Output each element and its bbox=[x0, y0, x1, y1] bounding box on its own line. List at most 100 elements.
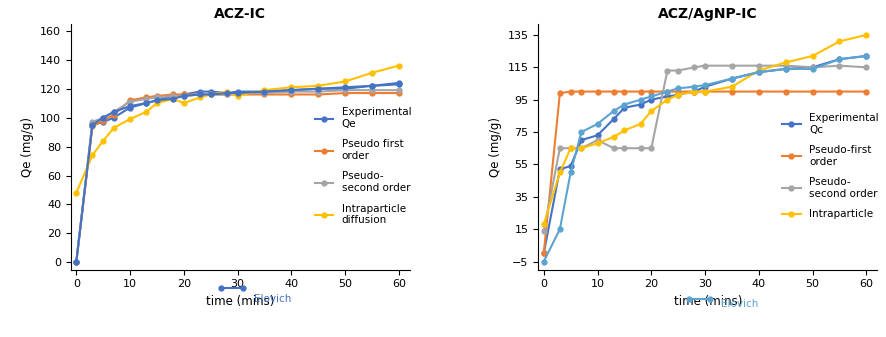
Elovich bbox=[393, 82, 404, 86]
Experimental
Qc bbox=[662, 94, 672, 98]
Pseudo-
second order bbox=[635, 146, 646, 150]
Line: Experimental
Qc: Experimental Qc bbox=[541, 54, 869, 256]
Intraparticle bbox=[753, 68, 764, 72]
Pseudo-
second order bbox=[539, 229, 549, 233]
Elovich bbox=[539, 259, 549, 264]
Pseudo-
second order bbox=[87, 120, 97, 124]
Pseudo-first
order bbox=[807, 90, 818, 94]
Experimental
Qc bbox=[700, 85, 711, 89]
Pseudo-
second order bbox=[232, 91, 243, 95]
Pseudo first
order bbox=[286, 92, 297, 96]
Pseudo-
second order bbox=[141, 97, 152, 101]
Intraparticle bbox=[646, 109, 657, 113]
Pseudo-first
order bbox=[576, 90, 587, 94]
Elovich bbox=[178, 94, 189, 98]
Pseudo first
order bbox=[393, 91, 404, 95]
Elovich bbox=[206, 92, 216, 96]
Intraparticle
diffusion bbox=[141, 110, 152, 114]
Pseudo-
second order bbox=[222, 92, 232, 96]
Experimental
Qc bbox=[619, 106, 630, 110]
Intraparticle
diffusion bbox=[109, 126, 120, 130]
Elovich bbox=[259, 90, 269, 94]
Elovich bbox=[340, 85, 351, 89]
Elovich bbox=[97, 116, 108, 120]
Intraparticle
diffusion bbox=[232, 94, 243, 98]
Pseudo-first
order bbox=[753, 90, 764, 94]
Pseudo-
second order bbox=[393, 88, 404, 92]
Pseudo-
second order bbox=[286, 90, 297, 94]
Intraparticle
diffusion bbox=[393, 64, 404, 68]
Pseudo first
order bbox=[195, 92, 206, 96]
Pseudo first
order bbox=[313, 92, 323, 96]
Intraparticle bbox=[662, 98, 672, 102]
Elovich bbox=[635, 98, 646, 102]
Intraparticle
diffusion bbox=[195, 95, 206, 99]
Text: Elovich: Elovich bbox=[253, 294, 291, 304]
Line: Elovich: Elovich bbox=[74, 82, 401, 265]
Pseudo-
second order bbox=[807, 65, 818, 69]
Intraparticle
diffusion bbox=[206, 92, 216, 96]
Intraparticle bbox=[555, 171, 565, 175]
Line: Intraparticle: Intraparticle bbox=[541, 32, 869, 227]
Elovich bbox=[662, 90, 672, 94]
Elovich bbox=[125, 104, 136, 108]
Experimental
Qc bbox=[646, 98, 657, 102]
Pseudo-
second order bbox=[753, 64, 764, 68]
Experimental
Qe bbox=[97, 120, 108, 124]
Title: ACZ/AgNP-IC: ACZ/AgNP-IC bbox=[658, 7, 758, 21]
Pseudo-first
order bbox=[700, 90, 711, 94]
Pseudo first
order bbox=[206, 92, 216, 96]
Pseudo-
second order bbox=[565, 146, 576, 150]
Intraparticle bbox=[576, 146, 587, 150]
Experimental
Qe bbox=[71, 261, 82, 265]
Elovich bbox=[619, 102, 630, 106]
Pseudo-first
order bbox=[555, 91, 565, 95]
Intraparticle bbox=[592, 141, 602, 145]
Pseudo-
second order bbox=[152, 95, 162, 99]
Elovich bbox=[313, 87, 323, 91]
Experimental
Qc bbox=[565, 164, 576, 168]
Text: Elovich: Elovich bbox=[721, 299, 758, 309]
Pseudo-first
order bbox=[727, 90, 737, 94]
Intraparticle bbox=[635, 122, 646, 126]
Pseudo first
order bbox=[178, 92, 189, 96]
Pseudo-
second order bbox=[609, 146, 619, 150]
Pseudo-
second order bbox=[672, 68, 683, 72]
Pseudo-
second order bbox=[576, 146, 587, 150]
Experimental
Qe bbox=[259, 90, 269, 94]
Intraparticle bbox=[609, 135, 619, 139]
Elovich bbox=[71, 261, 82, 265]
Pseudo-
second order bbox=[167, 94, 178, 98]
Intraparticle bbox=[565, 146, 576, 150]
Pseudo-first
order bbox=[619, 90, 630, 94]
Elovich bbox=[835, 57, 845, 61]
Experimental
Qe bbox=[87, 123, 97, 127]
Elovich bbox=[689, 85, 700, 89]
Intraparticle
diffusion bbox=[367, 71, 377, 75]
Elovich bbox=[672, 86, 683, 90]
Pseudo-
second order bbox=[861, 65, 872, 69]
Experimental
Qe bbox=[141, 101, 152, 105]
Experimental
Qc bbox=[807, 65, 818, 69]
Line: Pseudo-first
order: Pseudo-first order bbox=[541, 89, 869, 256]
Elovich bbox=[286, 88, 297, 92]
Pseudo first
order bbox=[232, 92, 243, 96]
Intraparticle
diffusion bbox=[87, 153, 97, 157]
Pseudo-first
order bbox=[635, 90, 646, 94]
Experimental
Qc bbox=[753, 70, 764, 74]
Pseudo-
second order bbox=[259, 91, 269, 95]
Pseudo-
second order bbox=[313, 90, 323, 94]
Intraparticle bbox=[861, 33, 872, 37]
Elovich bbox=[109, 110, 120, 114]
Elovich bbox=[700, 83, 711, 87]
Pseudo-first
order bbox=[835, 90, 845, 94]
Elovich bbox=[609, 109, 619, 113]
Experimental
Qe bbox=[393, 81, 404, 85]
Elovich bbox=[87, 123, 97, 127]
Intraparticle bbox=[672, 93, 683, 97]
Experimental
Qc bbox=[727, 76, 737, 81]
Experimental
Qc bbox=[539, 251, 549, 255]
Elovich bbox=[367, 84, 377, 88]
Intraparticle bbox=[781, 60, 791, 64]
Pseudo-first
order bbox=[781, 90, 791, 94]
